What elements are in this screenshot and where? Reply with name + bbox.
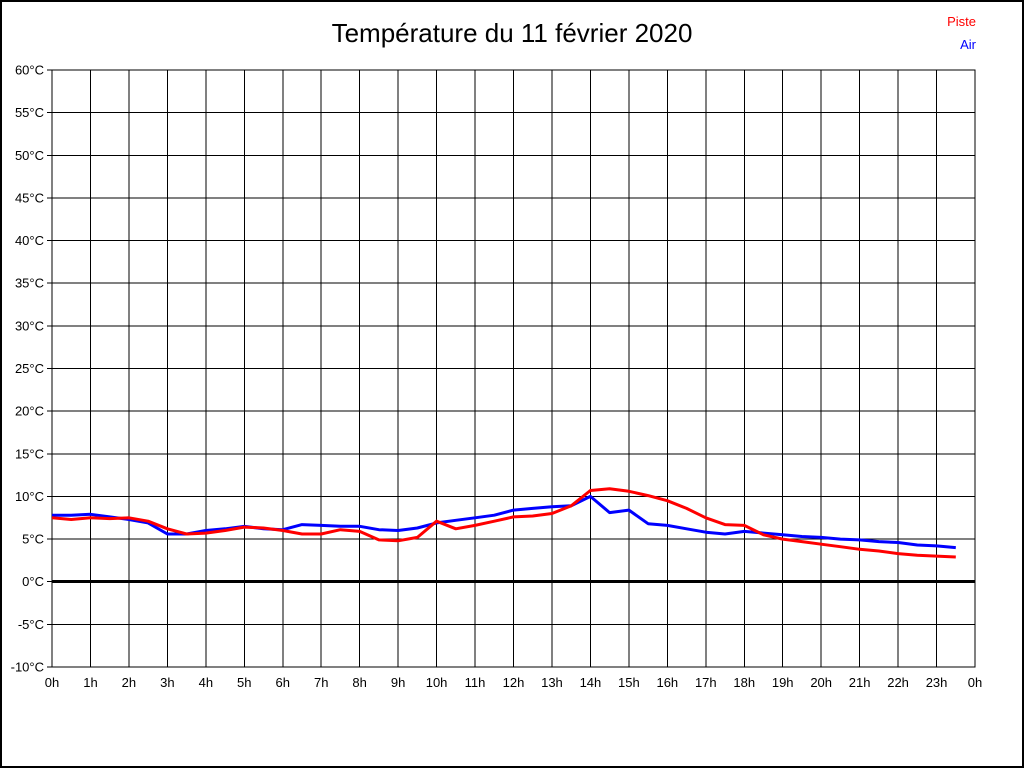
x-tick-label: 21h [849, 675, 871, 690]
x-tick-label: 0h [968, 675, 982, 690]
y-tick-label: 55°C [15, 105, 44, 120]
x-tick-label: 5h [237, 675, 251, 690]
x-tick-label: 6h [276, 675, 290, 690]
series-line-air [52, 494, 956, 550]
x-tick-label: 1h [83, 675, 97, 690]
y-tick-label: 45°C [15, 190, 44, 205]
legend-label-piste: Piste [947, 14, 976, 29]
legend-item-air: Air [960, 37, 976, 52]
y-tick-label: 60°C [15, 63, 44, 78]
x-tick-label: 0h [45, 675, 59, 690]
x-tick-label: 18h [733, 675, 755, 690]
x-tick-label: 4h [199, 675, 213, 690]
x-tick-label: 14h [580, 675, 602, 690]
x-tick-label: 19h [772, 675, 794, 690]
y-tick-label: 0°C [22, 574, 44, 589]
y-tick-label: 25°C [15, 361, 44, 376]
plot-border [51, 69, 976, 668]
x-tick-label: 10h [426, 675, 448, 690]
x-tick-label: 15h [618, 675, 640, 690]
series-line-piste [51, 487, 956, 559]
y-tick-label: 15°C [15, 446, 44, 461]
y-tick-label: 30°C [15, 318, 44, 333]
y-tick-label: -5°C [18, 617, 44, 632]
y-tick-label: 40°C [15, 233, 44, 248]
y-tick-label: 20°C [15, 404, 44, 419]
x-tick-label: 11h [465, 675, 486, 690]
y-tick-label: 10°C [15, 489, 44, 504]
x-tick-label: 12h [503, 675, 525, 690]
x-tick-label: 8h [352, 675, 366, 690]
x-tick-label: 23h [926, 675, 948, 690]
legend-label-air: Air [960, 37, 976, 52]
x-tick-label: 22h [887, 675, 909, 690]
x-tick-label: 9h [391, 675, 405, 690]
y-tick-label: 5°C [22, 532, 44, 547]
x-tick-label: 20h [810, 675, 832, 690]
x-tick-label: 7h [314, 675, 328, 690]
y-tick-label: -10°C [11, 660, 44, 675]
x-tick-label: 13h [541, 675, 563, 690]
x-tick-label: 17h [695, 675, 717, 690]
x-tick-label: 16h [656, 675, 678, 690]
chart-title: Température du 11 février 2020 [331, 18, 693, 48]
x-tick-label: 2h [122, 675, 136, 690]
x-tick-label: 3h [160, 675, 174, 690]
y-tick-label: 35°C [15, 276, 44, 291]
legend-item-piste: Piste [947, 14, 976, 29]
y-tick-label: 50°C [15, 148, 44, 163]
